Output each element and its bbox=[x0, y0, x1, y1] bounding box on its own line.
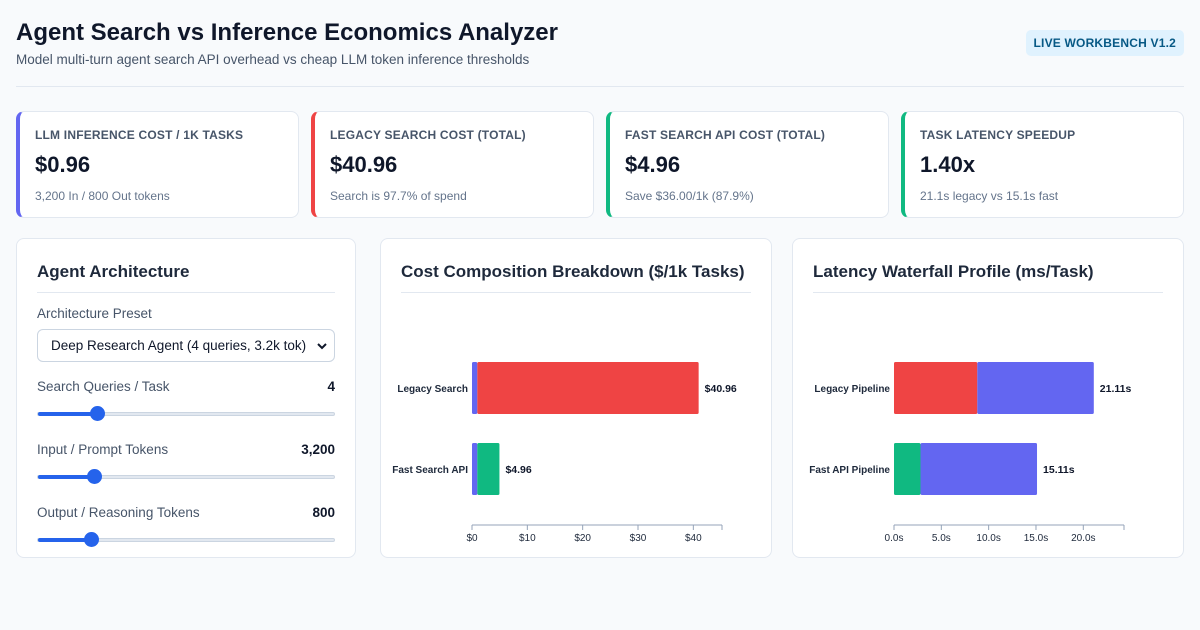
x-tick-label: 15.0s bbox=[1024, 533, 1048, 544]
bar-segment bbox=[920, 443, 1038, 495]
data-label: $40.96 bbox=[705, 383, 737, 395]
data-label: $4.96 bbox=[505, 464, 531, 476]
bar-segment bbox=[477, 443, 500, 495]
kpi-label: LLM INFERENCE COST / 1K TASKS bbox=[35, 128, 244, 142]
slider-value: 4 bbox=[327, 379, 335, 394]
slider-label: Output / Reasoning Tokens bbox=[37, 505, 200, 520]
x-tick-label: $30 bbox=[630, 533, 647, 544]
x-tick-label: $0 bbox=[466, 533, 478, 544]
version-badge: LIVE WORKBENCH V1.2 bbox=[1025, 30, 1184, 56]
kpi-value: $4.96 bbox=[625, 152, 681, 177]
bar-segment bbox=[894, 443, 921, 495]
slider-label: Search Queries / Task bbox=[37, 379, 170, 394]
slider-fill bbox=[38, 412, 98, 416]
x-tick-label: 5.0s bbox=[932, 533, 951, 544]
kpi-value: $40.96 bbox=[330, 152, 398, 177]
category-label: Fast Search API bbox=[392, 465, 468, 476]
chevron-down-icon bbox=[317, 342, 327, 349]
panel-title: Latency Waterfall Profile (ms/Task) bbox=[813, 239, 1163, 293]
bar-segment bbox=[472, 362, 478, 414]
kpi-row: LLM INFERENCE COST / 1K TASKS $0.96 3,20… bbox=[16, 111, 1184, 218]
cost-chart-panel: Cost Composition Breakdown ($/1k Tasks) … bbox=[380, 238, 772, 558]
latency-chart-panel: Latency Waterfall Profile (ms/Task) Lega… bbox=[792, 238, 1184, 558]
kpi-label: LEGACY SEARCH COST (TOTAL) bbox=[330, 128, 526, 142]
kpi-card-fast-cost: FAST SEARCH API COST (TOTAL) $4.96 Save … bbox=[606, 111, 889, 218]
preset-label: Architecture Preset bbox=[37, 306, 152, 321]
slider-input-tokens: Input / Prompt Tokens 3,200 bbox=[37, 442, 335, 484]
page-subtitle: Model multi-turn agent search API overhe… bbox=[16, 52, 530, 67]
slider-thumb[interactable] bbox=[84, 532, 100, 547]
kpi-card-inference-cost: LLM INFERENCE COST / 1K TASKS $0.96 3,20… bbox=[16, 111, 299, 218]
kpi-value: $0.96 bbox=[35, 152, 91, 177]
x-tick-label: 20.0s bbox=[1071, 533, 1095, 544]
architecture-panel: Agent Architecture Architecture Preset D… bbox=[16, 238, 356, 558]
data-label: 21.11s bbox=[1100, 383, 1132, 395]
kpi-value: 1.40x bbox=[920, 152, 976, 177]
slider-fill bbox=[38, 475, 95, 479]
x-tick-label: $20 bbox=[574, 533, 591, 544]
kpi-label: TASK LATENCY SPEEDUP bbox=[920, 128, 1076, 142]
slider-search-queries: Search Queries / Task 4 bbox=[37, 379, 335, 421]
x-tick-label: $40 bbox=[685, 533, 702, 544]
slider-track[interactable] bbox=[37, 406, 335, 421]
kpi-subtext: Save $36.00/1k (87.9%) bbox=[625, 189, 754, 203]
x-tick-label: $10 bbox=[519, 533, 536, 544]
slider-value: 3,200 bbox=[301, 442, 335, 457]
kpi-subtext: 21.1s legacy vs 15.1s fast bbox=[920, 189, 1059, 203]
cost-breakdown-chart: Legacy Search $40.96 Fast Search API $4.96 $… bbox=[392, 362, 737, 544]
kpi-label: FAST SEARCH API COST (TOTAL) bbox=[625, 128, 826, 142]
category-label: Legacy Pipeline bbox=[814, 384, 890, 395]
kpi-card-latency-speedup: TASK LATENCY SPEEDUP 1.40x 21.1s legacy … bbox=[901, 111, 1184, 218]
panel-title: Cost Composition Breakdown ($/1k Tasks) bbox=[401, 239, 751, 293]
bar-segment bbox=[894, 362, 978, 414]
bar-segment bbox=[472, 443, 478, 495]
slider-label: Input / Prompt Tokens bbox=[37, 442, 169, 457]
slider-thumb[interactable] bbox=[87, 469, 103, 484]
kpi-subtext: 3,200 In / 800 Out tokens bbox=[35, 189, 170, 203]
kpi-subtext: Search is 97.7% of spend bbox=[330, 189, 467, 203]
x-tick-label: 0.0s bbox=[885, 533, 904, 544]
category-label: Fast API Pipeline bbox=[809, 465, 890, 476]
x-tick-label: 10.0s bbox=[976, 533, 1000, 544]
preset-value: Deep Research Agent (4 queries, 3.2k tok… bbox=[51, 338, 307, 353]
slider-track[interactable] bbox=[37, 469, 335, 484]
slider-thumb[interactable] bbox=[90, 406, 106, 421]
page-title: Agent Search vs Inference Economics Anal… bbox=[16, 19, 558, 46]
slider-fill bbox=[38, 538, 92, 542]
slider-value: 800 bbox=[312, 505, 335, 520]
slider-output-tokens: Output / Reasoning Tokens 800 bbox=[37, 505, 335, 547]
data-label: 15.11s bbox=[1043, 464, 1075, 476]
page-header: Agent Search vs Inference Economics Anal… bbox=[16, 18, 1184, 87]
slider-track[interactable] bbox=[37, 532, 335, 547]
bar-segment bbox=[977, 362, 1094, 414]
architecture-preset-select[interactable]: Deep Research Agent (4 queries, 3.2k tok… bbox=[37, 329, 335, 362]
category-label: Legacy Search bbox=[397, 384, 468, 395]
panel-title: Agent Architecture bbox=[37, 239, 335, 293]
kpi-card-legacy-cost: LEGACY SEARCH COST (TOTAL) $40.96 Search… bbox=[311, 111, 594, 218]
bar-segment bbox=[477, 362, 699, 414]
latency-waterfall-chart: Legacy Pipeline 21.11s Fast API Pipeline 15… bbox=[809, 362, 1132, 544]
